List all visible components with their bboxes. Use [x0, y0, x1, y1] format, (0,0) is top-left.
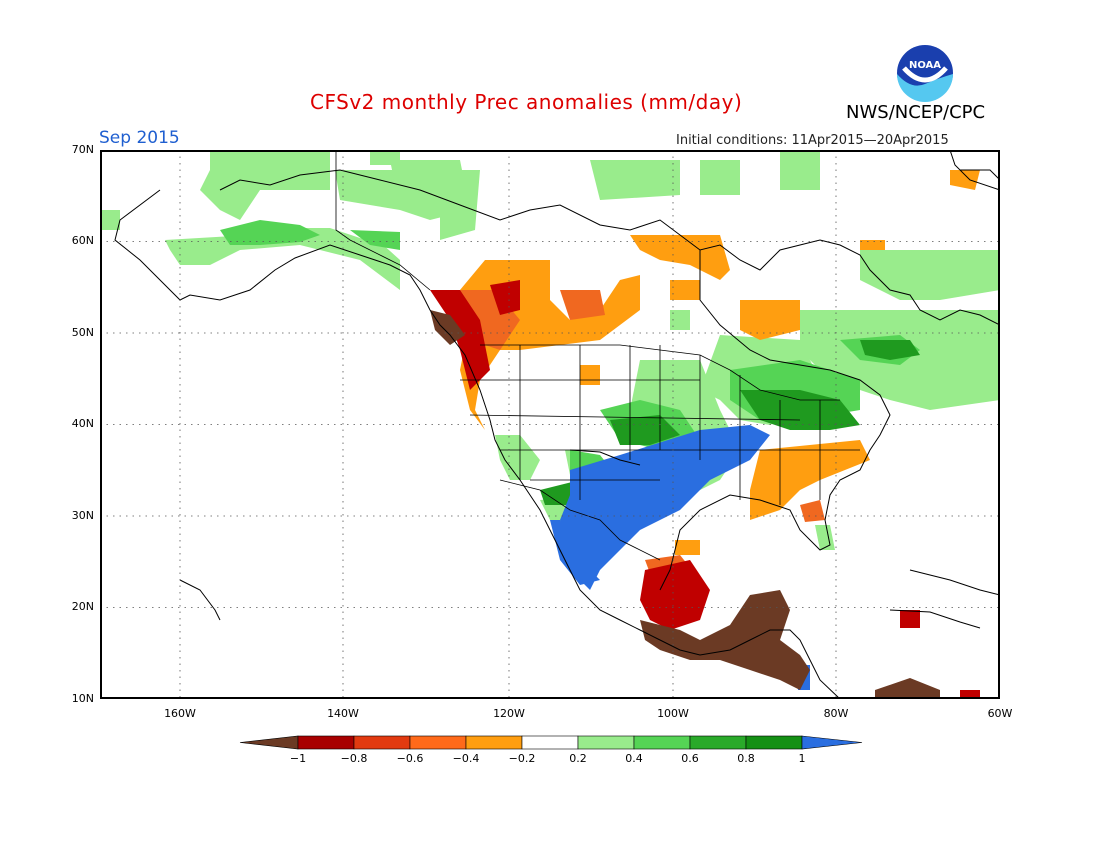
colorbar-label: −0.2	[508, 752, 536, 765]
colorbar-cell	[353, 735, 411, 750]
lat-label-50n: 50N	[71, 326, 94, 339]
lon-label-100w: 100W	[657, 707, 689, 720]
lon-label-80w: 80W	[823, 707, 849, 720]
coastlines	[114, 150, 1000, 699]
lat-label-10n: 10N	[71, 692, 94, 705]
colorbar-cell	[689, 735, 747, 750]
map-title: CFSv2 monthly Prec anomalies (mm/day)	[310, 90, 743, 114]
lon-label-140w: 140W	[327, 707, 359, 720]
lat-label-40n: 40N	[71, 417, 94, 430]
colorbar-arrow-low	[239, 735, 299, 750]
svg-text:NOAA: NOAA	[909, 60, 941, 71]
dry-anomaly-strong	[430, 280, 980, 699]
colorbar-label: −0.4	[452, 752, 480, 765]
lon-label-120w: 120W	[493, 707, 525, 720]
colorbar-cell	[745, 735, 803, 750]
lat-label-70n: 70N	[71, 143, 94, 156]
lat-label-20n: 20N	[71, 600, 94, 613]
forecast-month: Sep 2015	[99, 128, 180, 148]
colorbar-label: −0.6	[396, 752, 424, 765]
precip-anomaly-map	[100, 150, 1000, 699]
colorbar-label: −1	[289, 752, 307, 765]
lat-label-60n: 60N	[71, 234, 94, 247]
colorbar-label: 1	[798, 752, 806, 765]
colorbar-cell	[577, 735, 635, 750]
colorbar-label: −0.8	[340, 752, 368, 765]
colorbar-label: 0.4	[625, 752, 643, 765]
colorbar-arrow-high	[801, 735, 863, 750]
colorbar-cell	[633, 735, 691, 750]
noaa-logo: NOAA	[896, 44, 954, 102]
agency-label: NWS/NCEP/CPC	[846, 102, 986, 123]
colorbar-label: 0.8	[737, 752, 755, 765]
graticule	[100, 150, 1000, 699]
initial-conditions: Initial conditions: 11Apr2015—20Apr2015	[676, 133, 949, 148]
dry-anomaly-extreme	[430, 310, 940, 699]
colorbar	[239, 735, 863, 750]
political-borders	[335, 150, 860, 561]
colorbar-label: 0.6	[681, 752, 699, 765]
colorbar-cell	[521, 735, 579, 750]
colorbar-cell	[409, 735, 467, 750]
colorbar-cell	[297, 735, 355, 750]
colorbar-label: 0.2	[569, 752, 587, 765]
colorbar-cell	[465, 735, 523, 750]
lon-label-160w: 160W	[164, 707, 196, 720]
lat-label-30n: 30N	[71, 509, 94, 522]
lon-label-60w: 60W	[987, 707, 1013, 720]
